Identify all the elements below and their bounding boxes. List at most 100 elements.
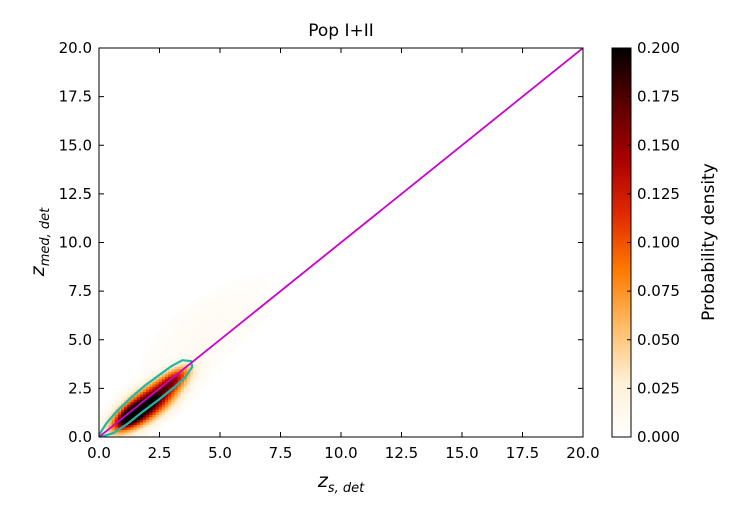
density-cell [161,368,166,372]
density-cell [190,356,194,360]
density-cell [199,348,204,352]
density-cell [121,396,125,400]
density-cell [165,373,169,377]
density-cell [165,421,169,425]
density-cell [183,333,188,337]
density-cell [161,414,166,418]
density-cell [234,340,239,345]
density-cell [202,302,207,307]
y-tick-label: 17.5 [59,88,92,106]
density-cell [202,363,207,367]
density-cell [117,429,122,433]
density-cell [177,323,182,327]
density-cell [215,333,220,337]
density-cell [237,280,242,284]
density-cell [158,348,163,352]
density-cell [133,373,138,377]
density-cell [146,409,150,413]
density-cell [193,363,198,367]
density-cell [224,323,229,327]
density-cell [231,323,235,327]
density-cell [183,399,188,403]
density-cell [243,333,248,337]
density-cell [237,310,242,314]
density-cell [124,404,128,408]
density-cell [253,328,257,332]
density-cell [187,356,191,360]
density-cell [155,361,160,365]
density-cell [190,348,194,352]
density-cell [246,313,251,317]
density-cell [246,290,251,294]
density-cell [136,371,141,375]
density-cell [149,381,154,385]
density-cell [165,335,169,339]
density-cell [259,290,264,294]
density-cell [183,340,188,345]
density-cell [165,338,169,342]
density-cell [180,363,185,367]
density-cell [143,426,147,431]
density-cell [240,305,245,309]
density-cell [161,391,166,395]
density-cell [221,302,226,307]
density-cell [158,411,163,415]
density-cell [124,426,128,431]
density-cell [193,315,198,319]
density-cell [256,305,261,309]
density-cell [127,406,132,410]
density-cell [117,434,122,437]
density-cell [177,343,182,347]
density-cell [105,416,110,420]
density-cell [177,363,182,367]
density-cell [196,340,201,345]
density-cell [234,287,239,291]
density-cell [177,404,182,408]
density-cell [124,434,128,437]
density-cell [180,404,185,408]
density-cell [187,320,191,324]
density-cell [168,373,172,377]
density-cell [146,434,150,437]
density-cell [246,297,251,302]
density-cell [268,290,273,294]
density-cell [158,378,163,382]
density-cell [246,287,251,291]
density-cell [177,315,182,319]
colorbar-tick-label: 0.125 [637,185,680,203]
density-cell [224,295,229,299]
density-cell [231,313,235,317]
density-cell [190,351,194,355]
density-cell [190,378,194,382]
density-cell [215,295,220,299]
density-cell [136,386,141,390]
density-cell [171,388,176,393]
density-cell [205,366,210,370]
density-cell [209,323,213,327]
density-cell [136,411,141,415]
density-cell [227,295,232,299]
density-cell [124,429,128,433]
density-cell [224,290,229,294]
density-cell [199,323,204,327]
density-cell [227,323,232,327]
density-cell [227,343,232,347]
density-cell [265,295,270,299]
density-cell [237,340,242,345]
density-cell [127,424,132,428]
density-cell [139,388,144,393]
density-cell [161,399,166,403]
density-cell [259,310,264,314]
density-cell [193,325,198,329]
density-cell [218,325,223,329]
density-cell [187,330,191,334]
density-cell [215,323,220,327]
density-cell [221,287,226,291]
density-cell [262,287,267,291]
density-cell [183,356,188,360]
density-cell [259,313,264,317]
density-cell [218,345,223,350]
density-cell [171,383,176,388]
density-cell [105,414,110,418]
